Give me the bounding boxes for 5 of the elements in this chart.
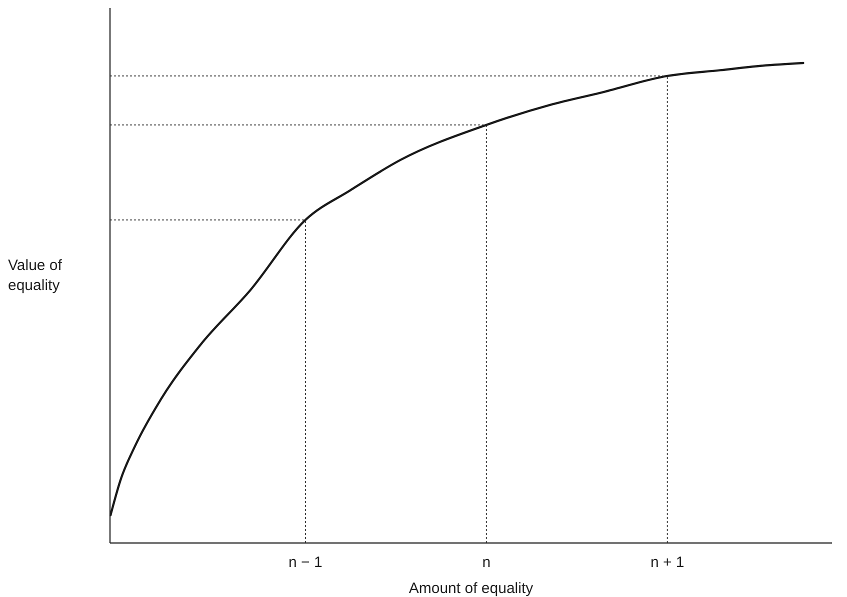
y-axis-title: Value of equality — [8, 257, 63, 294]
x-tick-label: n — [482, 554, 491, 571]
x-axis-title: Amount of equality — [408, 580, 534, 597]
x-tick-label: n + 1 — [650, 554, 684, 571]
x-tick-label: n − 1 — [288, 554, 322, 571]
